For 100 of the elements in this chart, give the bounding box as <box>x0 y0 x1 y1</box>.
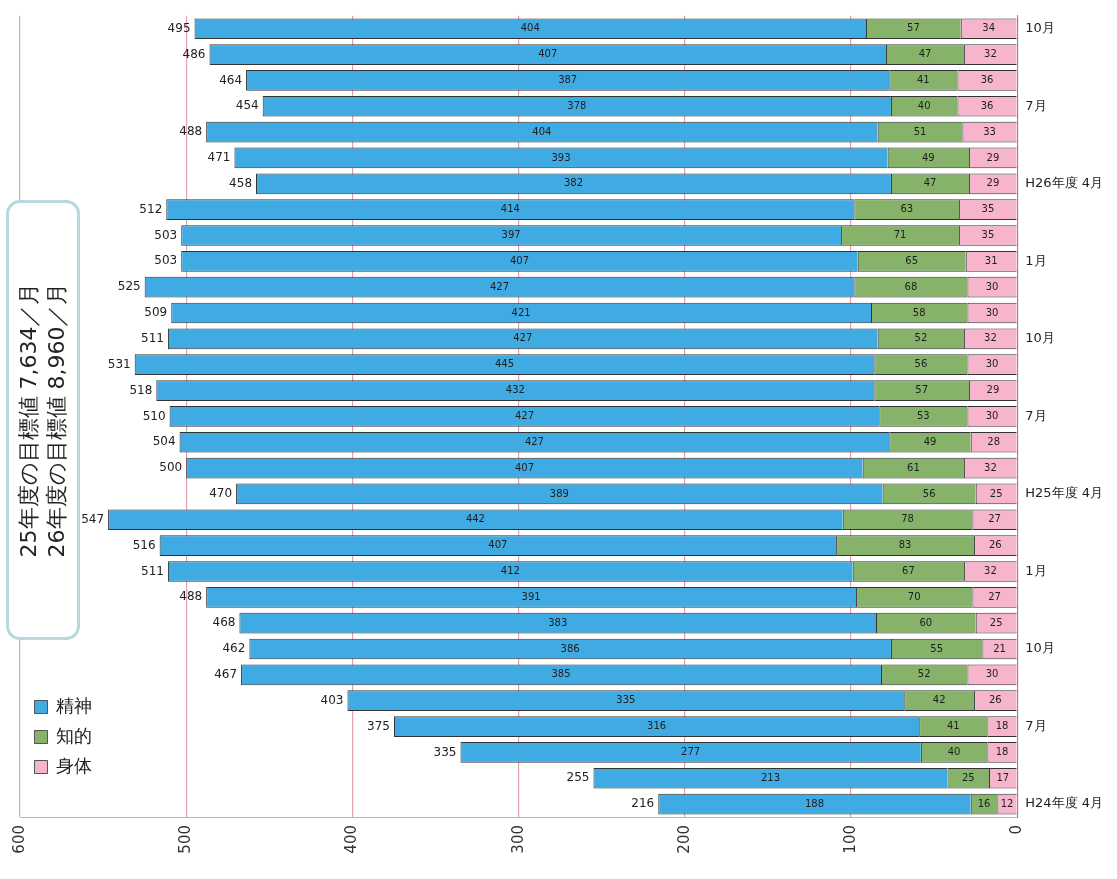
data-label: 34 <box>982 22 996 34</box>
data-label: 25 <box>989 487 1003 499</box>
data-label: 389 <box>549 487 569 499</box>
data-label: 78 <box>901 513 914 525</box>
data-label: 407 <box>514 461 534 473</box>
total-label: 547 <box>81 511 105 526</box>
total-label: 470 <box>209 486 233 501</box>
data-label: 53 <box>917 409 930 421</box>
data-label: 397 <box>501 229 521 241</box>
total-label: 509 <box>144 305 168 320</box>
data-label: 68 <box>904 280 918 292</box>
total-label: 454 <box>235 98 259 113</box>
x-tick-label: 100 <box>840 825 859 854</box>
total-label: 503 <box>154 253 178 268</box>
data-label: 47 <box>923 177 937 189</box>
data-label: 52 <box>917 668 931 680</box>
data-label: 32 <box>984 332 997 344</box>
total-label: 471 <box>207 150 231 165</box>
x-tick-label: 0 <box>1007 825 1026 835</box>
data-label: 12 <box>1000 797 1014 809</box>
x-tick-label: 300 <box>508 825 527 854</box>
data-label: 61 <box>907 461 920 473</box>
data-label: 427 <box>489 280 510 292</box>
data-label: 25 <box>989 616 1003 628</box>
data-label: 29 <box>986 151 1000 163</box>
data-label: 30 <box>985 280 999 292</box>
total-label: 525 <box>117 279 141 294</box>
data-label: 32 <box>984 48 997 60</box>
data-label: 83 <box>898 539 912 551</box>
data-label: 65 <box>905 254 919 266</box>
data-label: 213 <box>760 771 780 783</box>
data-label: 49 <box>923 435 937 447</box>
data-label: 16 <box>977 797 991 809</box>
data-label: 63 <box>900 203 914 215</box>
data-label: 42 <box>932 694 946 706</box>
data-label: 32 <box>984 461 997 473</box>
data-label: 27 <box>988 513 1001 525</box>
total-label: 510 <box>142 408 166 423</box>
total-label: 531 <box>107 356 131 371</box>
data-label: 41 <box>946 720 960 732</box>
data-label: 383 <box>548 616 568 628</box>
y-tick-label: 7月 <box>1025 97 1047 113</box>
total-label: 511 <box>141 330 164 345</box>
data-label: 41 <box>917 74 930 86</box>
data-label: 391 <box>521 590 541 602</box>
data-label: 26 <box>989 539 1002 551</box>
total-label: 462 <box>222 641 246 656</box>
data-label: 57 <box>907 22 920 34</box>
data-label: 57 <box>915 384 929 396</box>
data-label: 40 <box>947 745 961 757</box>
y-tick-label: H24年度 4月 <box>1025 795 1104 811</box>
data-label: 67 <box>902 565 915 577</box>
y-tick-label: 10月 <box>1025 330 1055 346</box>
data-label: 427 <box>514 409 534 421</box>
legend-label: 身体 <box>56 754 92 776</box>
data-label: 49 <box>921 151 935 163</box>
total-label: 518 <box>129 382 153 397</box>
data-label: 407 <box>538 48 558 60</box>
data-label: 70 <box>907 590 921 602</box>
total-label: 516 <box>132 537 156 552</box>
y-tick-label: 7月 <box>1025 717 1047 733</box>
y-tick-label: 7月 <box>1025 407 1047 423</box>
data-label: 382 <box>563 177 584 189</box>
y-tick-label: H26年度 4月 <box>1025 175 1104 191</box>
total-label: 464 <box>219 72 243 87</box>
total-label: 512 <box>139 201 163 216</box>
data-label: 412 <box>500 565 520 577</box>
data-label: 31 <box>984 254 998 266</box>
data-label: 442 <box>465 513 485 525</box>
data-label: 414 <box>500 203 520 215</box>
data-label: 60 <box>919 616 933 628</box>
data-label: 335 <box>616 694 636 706</box>
data-label: 18 <box>995 720 1009 732</box>
data-label: 40 <box>917 99 931 111</box>
data-label: 28 <box>987 435 1001 447</box>
total-label: 216 <box>631 796 655 811</box>
data-label: 188 <box>804 797 825 809</box>
total-label: 335 <box>433 744 457 759</box>
data-label: 33 <box>983 125 996 137</box>
data-label: 432 <box>505 384 525 396</box>
data-label: 18 <box>995 745 1009 757</box>
y-tick-label: 1月 <box>1025 252 1047 268</box>
data-label: 29 <box>986 384 1000 396</box>
data-label: 277 <box>681 745 701 757</box>
data-label: 36 <box>980 74 994 86</box>
data-label: 393 <box>551 151 571 163</box>
data-label: 47 <box>918 48 932 60</box>
data-label: 427 <box>513 332 533 344</box>
x-tick-label: 400 <box>342 825 361 854</box>
data-label: 32 <box>984 565 997 577</box>
x-tick-label: 200 <box>674 825 693 854</box>
data-label: 30 <box>985 409 999 421</box>
total-label: 467 <box>214 666 238 681</box>
total-label: 488 <box>179 124 203 139</box>
data-label: 387 <box>558 74 578 86</box>
total-label: 503 <box>154 227 178 242</box>
total-label: 488 <box>179 589 203 604</box>
data-label: 378 <box>567 99 587 111</box>
data-label: 26 <box>989 694 1002 706</box>
data-label: 30 <box>985 668 999 680</box>
